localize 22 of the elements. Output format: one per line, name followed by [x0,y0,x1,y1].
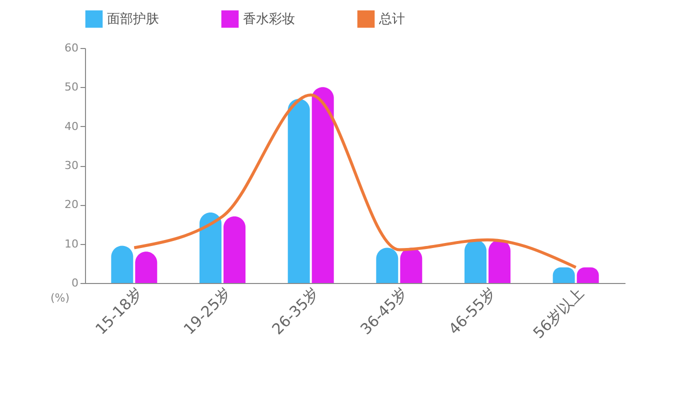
y-tick-label: 20 [64,198,78,212]
legend-label: 总计 [378,12,405,28]
y-tick-label: 10 [64,237,78,250]
y-tick-label: 30 [64,159,78,172]
bar [464,240,486,283]
bar [224,216,246,283]
y-tick-label: 40 [64,120,78,133]
bar [488,240,510,283]
y-tick-label: 50 [64,80,78,94]
bar [400,248,422,283]
line-series [132,94,578,269]
bar [312,87,334,283]
legend-label: 面部护肤 [107,12,159,28]
legend-label: 香水彩妆 [243,12,295,28]
y-tick-label: 60 [64,42,78,54]
bar [111,246,134,283]
y-axis-title: (%) [50,292,70,304]
x-tick-label: 56岁以上 [530,284,588,342]
y-tick-label: 0 [72,276,78,290]
bar [376,248,398,283]
bar [288,98,310,283]
bar [200,212,222,283]
